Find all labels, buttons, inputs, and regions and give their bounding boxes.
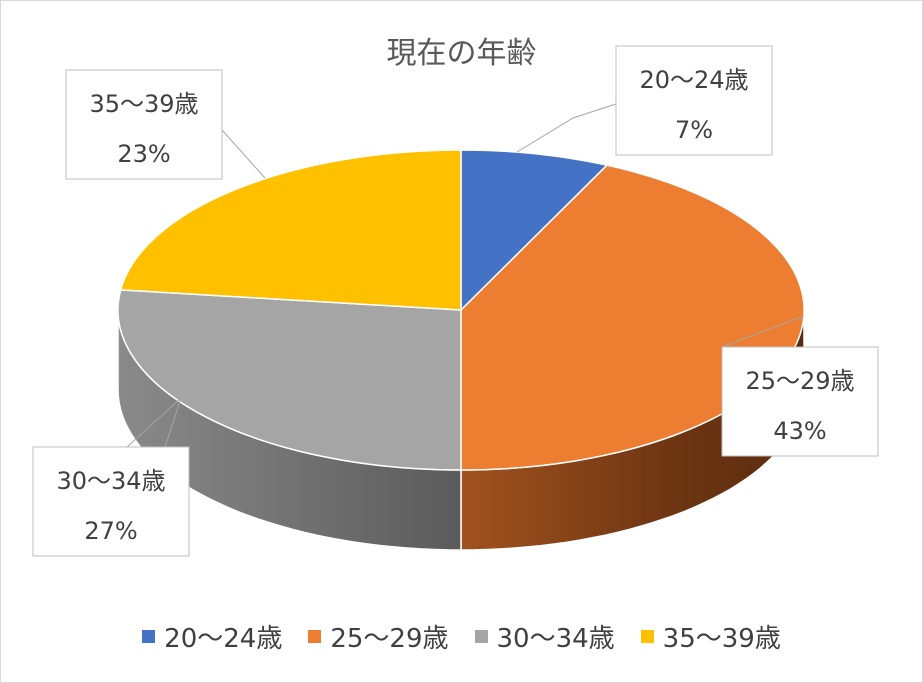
legend-swatch-icon (142, 630, 156, 643)
legend-swatch-icon (308, 630, 322, 643)
legend-label: 30～34歳 (496, 624, 615, 654)
data-callout-3 (65, 69, 223, 180)
callout-category-label: 35～39歳 (89, 90, 198, 118)
callout-category-label: 25～29歳 (745, 367, 854, 395)
legend-item: 20～24歳 (142, 618, 282, 655)
pie-slice-3 (119, 149, 462, 311)
pie-slice-0 (460, 149, 609, 312)
leader-line-2 (126, 396, 183, 448)
callout-category-label: 20～24歳 (639, 66, 748, 94)
legend-label: 20～24歳 (164, 624, 283, 654)
callout-value-label: 43% (773, 417, 826, 445)
data-callout-2 (32, 446, 190, 557)
legend-swatch-icon (640, 630, 654, 643)
leader-line-1 (721, 315, 805, 348)
legend-swatch-icon (474, 630, 488, 643)
callout-category-label: 30～34歳 (56, 467, 165, 495)
legend-label: 35～39歳 (662, 624, 781, 654)
legend: 20～24歳 25～29歳 30～34歳 35～39歳 (0, 618, 923, 655)
legend-item: 25～29歳 (308, 618, 449, 655)
leader-line-0 (516, 103, 617, 153)
legend-label: 25～29歳 (330, 624, 449, 654)
data-callout-0 (615, 45, 773, 156)
pie-slice-2 (117, 289, 462, 471)
callout-value-label: 27% (84, 517, 137, 545)
pie-slice-1 (460, 164, 805, 471)
callout-value-label: 7% (675, 116, 713, 144)
callout-value-label: 23% (117, 140, 170, 168)
chart-title: 現在の年齢 (386, 36, 537, 71)
leader-line-3 (221, 129, 266, 179)
data-callout-1 (721, 346, 879, 457)
legend-item: 30～34歳 (474, 618, 615, 655)
legend-item: 35～39歳 (640, 618, 781, 655)
